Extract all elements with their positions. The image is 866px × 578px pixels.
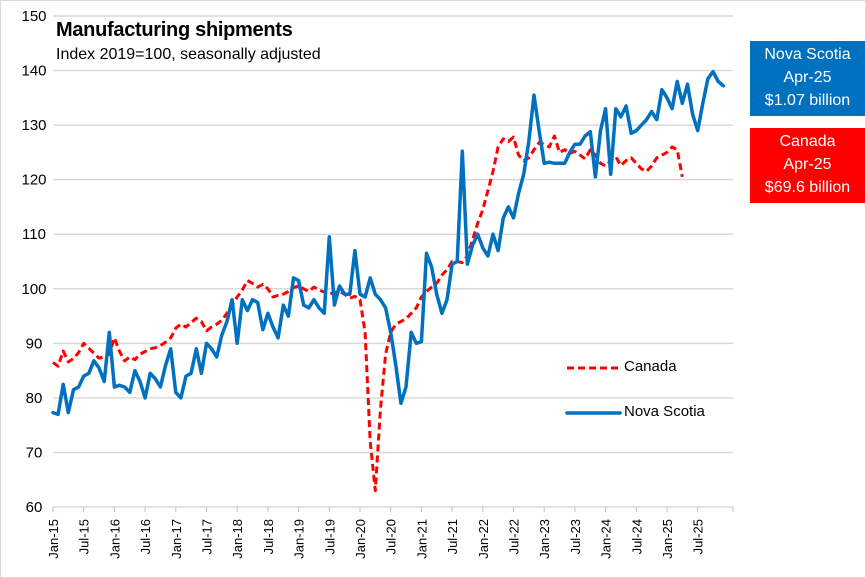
x-tick-label: Jul-25 <box>691 519 706 554</box>
y-tick-label: 130 <box>21 117 46 134</box>
legend-label-nova-scotia: Nova Scotia <box>624 403 705 420</box>
x-tick-label: Jul-17 <box>200 519 215 554</box>
y-tick-label: 70 <box>26 444 43 461</box>
x-tick-label: Jan-17 <box>169 519 184 559</box>
x-tick-label: Jul-18 <box>261 519 276 554</box>
callout-value: $69.6 billion <box>764 179 851 196</box>
x-tick-label: Jul-15 <box>77 519 92 554</box>
y-tick-label: 140 <box>21 63 46 80</box>
x-tick-label: Jul-21 <box>445 519 460 554</box>
chart-subtitle: Index 2019=100, seasonally adjusted <box>56 46 321 63</box>
series-line-nova-scotia <box>51 69 726 417</box>
x-tick-label: Jan-18 <box>230 519 245 559</box>
callout-period: Apr-25 <box>783 156 832 173</box>
x-tick-label: Jan-15 <box>46 519 61 559</box>
canada-callout: Canada Apr-25 $69.6 billion <box>750 128 865 203</box>
x-tick-label: Jul-19 <box>322 519 337 554</box>
y-tick-label: 150 <box>21 8 46 25</box>
legend-label-canada: Canada <box>624 358 677 375</box>
x-tick-label: Jan-16 <box>107 519 122 559</box>
x-tick-label: Jul-20 <box>384 519 399 554</box>
x-tick-label: Jul-16 <box>138 519 153 554</box>
nova-scotia-callout: Nova Scotia Apr-25 $1.07 billion <box>750 41 865 116</box>
callout-name: Canada <box>779 133 836 150</box>
x-tick-label: Jan-23 <box>537 519 552 559</box>
x-tick-label: Jan-24 <box>599 519 614 559</box>
x-tick-label: Jul-22 <box>507 519 522 554</box>
y-tick-label: 120 <box>21 172 46 189</box>
gridlines <box>53 15 733 508</box>
y-tick-label: 110 <box>22 226 46 243</box>
x-tick-label: Jan-21 <box>414 519 429 559</box>
x-tick-label: Jan-19 <box>292 519 307 559</box>
y-axis-ticks: 60 70 80 90 100 110 120 130 140 150 <box>21 8 46 516</box>
y-tick-label: 80 <box>26 390 43 407</box>
x-axis: Jan-15 Jul-15 Jan-16 Jul-16 Jan-17 Jul-17 Jan-… <box>46 507 734 559</box>
chart-title: Manufacturing shipments <box>56 19 293 41</box>
callout-period: Apr-25 <box>783 69 832 86</box>
y-tick-label: 100 <box>21 281 46 298</box>
x-tick-label: Jan-22 <box>476 519 491 559</box>
legend-swatches <box>565 366 622 415</box>
y-tick-label: 60 <box>26 499 43 516</box>
series-line-canada <box>52 134 684 493</box>
series-lines <box>51 69 726 493</box>
y-tick-label: 90 <box>26 335 43 352</box>
x-tick-label: Jan-25 <box>660 519 675 559</box>
callout-value: $1.07 billion <box>764 92 851 109</box>
callout-name: Nova Scotia <box>764 46 851 63</box>
x-tick-label: Jul-23 <box>568 519 583 554</box>
x-tick-label: Jan-20 <box>353 519 368 559</box>
x-tick-label: Jul-24 <box>629 519 644 554</box>
